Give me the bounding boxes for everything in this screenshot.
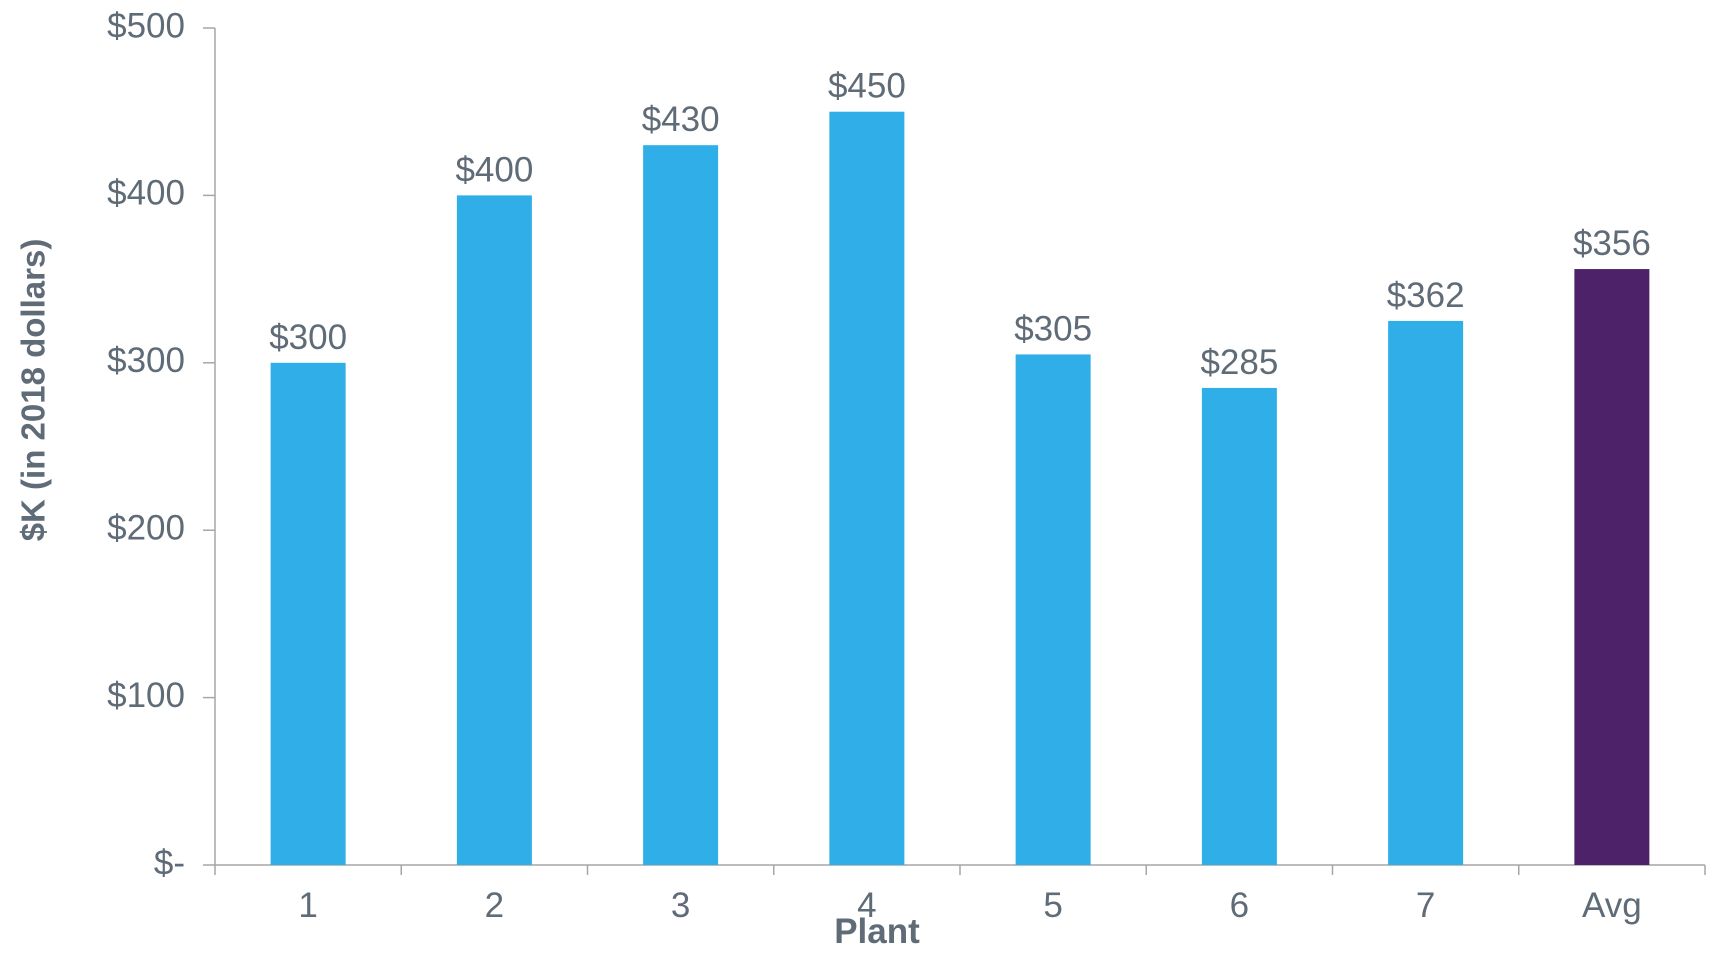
x-tick-label: 1 (298, 886, 317, 925)
bar-6 (1201, 387, 1277, 865)
y-axis-title: $K (in 2018 dollars) (15, 239, 52, 542)
y-tick-label: $- (154, 843, 185, 882)
data-label: $400 (455, 150, 533, 189)
y-tick-label: $500 (107, 6, 185, 45)
bar-5 (1015, 354, 1091, 865)
data-label: $362 (1387, 276, 1465, 315)
x-tick-label: 6 (1230, 886, 1249, 925)
data-label: $450 (828, 67, 906, 106)
bar-7 (1388, 320, 1464, 865)
y-tick-label: $200 (107, 508, 185, 547)
x-axis-title: Plant (834, 912, 920, 951)
x-tick-label: 2 (485, 886, 504, 925)
x-tick-label: 4 (857, 886, 876, 925)
x-tick-label: Avg (1582, 886, 1642, 925)
data-label: $285 (1200, 343, 1278, 382)
y-tick-label: $400 (107, 174, 185, 213)
bar-4 (829, 111, 905, 865)
data-label: $356 (1573, 224, 1651, 263)
y-tick-label: $300 (107, 341, 185, 380)
bar-1 (270, 362, 346, 865)
bar-avg (1574, 269, 1650, 865)
x-tick-label: 5 (1043, 886, 1062, 925)
x-tick-label: 7 (1416, 886, 1435, 925)
x-tick-label: 3 (671, 886, 690, 925)
bar-2 (456, 195, 532, 865)
data-label: $430 (642, 100, 720, 139)
bar-3 (643, 145, 719, 865)
y-tick-label: $100 (107, 676, 185, 715)
data-label: $305 (1014, 309, 1092, 348)
data-label: $300 (269, 318, 347, 357)
